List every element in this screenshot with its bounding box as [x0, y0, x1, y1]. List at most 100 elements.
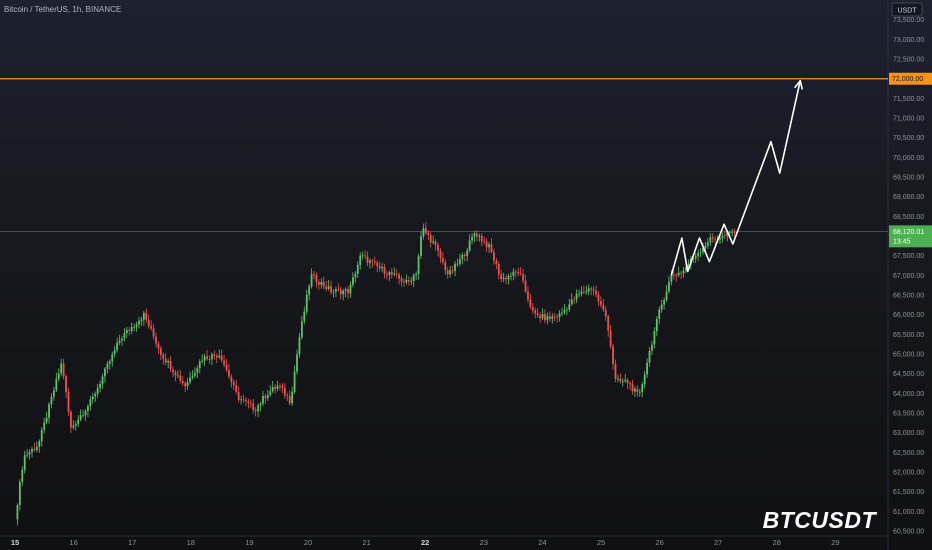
- candle-bullish: [512, 268, 515, 281]
- candle-body: [522, 274, 525, 281]
- candle-body: [514, 271, 517, 273]
- candle-body: [31, 448, 33, 452]
- candle-body: [211, 354, 213, 360]
- candle-bullish: [142, 311, 145, 326]
- candle-bullish: [298, 332, 301, 358]
- candle-bullish: [201, 354, 204, 364]
- candle-body: [463, 254, 466, 256]
- x-tick-label: 29: [831, 538, 839, 547]
- x-tick-label: 23: [480, 538, 488, 547]
- candle-bearish: [65, 374, 67, 399]
- candle-body: [434, 241, 437, 246]
- candle-body: [672, 274, 675, 276]
- candle-bearish: [441, 252, 444, 265]
- candle-body: [215, 355, 218, 358]
- x-tick-label: 15: [11, 538, 19, 547]
- x-tick-label: 18: [187, 538, 195, 547]
- candle-body: [497, 264, 500, 275]
- candle-bullish: [466, 247, 469, 262]
- candle-body: [478, 236, 481, 237]
- y-tick-label: 72,500.00: [893, 57, 924, 64]
- candle-body: [104, 368, 106, 377]
- candle-body: [201, 360, 204, 362]
- candle-body: [704, 245, 707, 248]
- y-tick-label: 71,500.00: [893, 96, 924, 103]
- y-tick-label: 61,500.00: [893, 489, 924, 496]
- candle-body: [249, 402, 252, 404]
- candle-bearish: [364, 250, 366, 260]
- candle-bullish: [125, 326, 128, 338]
- candle-body: [320, 281, 323, 285]
- candle-bullish: [580, 286, 583, 297]
- candle-bullish: [116, 337, 119, 353]
- candle-body: [232, 382, 235, 386]
- candle-bearish: [325, 280, 328, 292]
- candle-body: [186, 382, 189, 387]
- candle-bearish: [330, 280, 332, 295]
- candle-body: [123, 333, 126, 339]
- candle-bullish: [412, 273, 415, 288]
- candle-bearish: [500, 269, 503, 283]
- candle-bullish: [541, 308, 544, 321]
- candle-body: [118, 340, 121, 343]
- candle-body: [617, 378, 619, 380]
- candle-body: [694, 256, 697, 259]
- candle-body: [609, 330, 612, 347]
- candle-body: [57, 373, 60, 379]
- candle-body: [653, 331, 656, 345]
- candle-bullish: [655, 316, 658, 337]
- candle-bullish: [478, 233, 481, 242]
- candle-bullish: [271, 380, 274, 393]
- candle-bearish: [232, 379, 235, 391]
- candle-bearish: [33, 442, 36, 452]
- candle-body: [502, 277, 505, 280]
- candle-body: [488, 244, 490, 248]
- candle-body: [422, 228, 425, 237]
- candle-body: [512, 271, 515, 276]
- candle-bearish: [162, 352, 165, 365]
- candle-body: [648, 350, 651, 363]
- candle-bullish: [381, 262, 383, 273]
- candle-bearish: [539, 312, 542, 323]
- candle-body: [539, 315, 542, 319]
- y-tick-label: 70,000.00: [893, 155, 924, 162]
- candle-body: [597, 294, 600, 302]
- candle-bullish: [296, 349, 298, 375]
- candle-bullish: [335, 286, 337, 297]
- candle-body: [534, 310, 537, 314]
- x-tick-label: 26: [655, 538, 663, 547]
- candle-bullish: [502, 272, 505, 283]
- candle-bullish: [276, 380, 279, 392]
- candle-bullish: [191, 370, 194, 380]
- candle-body: [96, 387, 99, 394]
- candle-bearish: [184, 381, 187, 393]
- candle-bearish: [592, 286, 595, 296]
- candle-bullish: [668, 276, 670, 294]
- y-tick-label: 62,000.00: [893, 470, 924, 477]
- candle-body: [184, 383, 187, 387]
- candle-body: [441, 257, 444, 263]
- candle-body: [254, 410, 257, 412]
- candle-body: [536, 313, 539, 316]
- candle-bullish: [303, 306, 306, 325]
- candle-body: [578, 293, 580, 295]
- candle-body: [721, 235, 724, 238]
- candle-body: [347, 289, 349, 294]
- candle-bearish: [490, 237, 493, 254]
- candle-bullish: [118, 335, 121, 346]
- candle-bullish: [262, 390, 264, 407]
- candle-bullish: [561, 307, 563, 317]
- candle-bearish: [215, 353, 218, 364]
- candle-bearish: [619, 373, 622, 384]
- candle-bullish: [488, 242, 490, 253]
- candle-body: [568, 304, 571, 310]
- candle-body: [286, 395, 289, 397]
- candle-body: [556, 316, 559, 318]
- candle-body: [417, 255, 420, 274]
- candle-bearish: [145, 308, 148, 323]
- candle-bearish: [274, 383, 277, 394]
- candle-body: [366, 256, 369, 263]
- currency-label: USDT: [891, 2, 923, 17]
- candle-bullish: [135, 321, 138, 332]
